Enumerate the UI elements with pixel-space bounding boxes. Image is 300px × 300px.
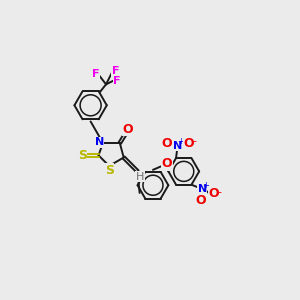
Text: -: - [193,136,196,146]
Text: O: O [184,137,194,150]
Text: -: - [217,188,221,197]
Text: O: O [195,194,206,207]
Text: F: F [112,66,119,76]
Text: O: O [208,188,219,200]
Text: +: + [202,181,209,190]
Text: +: + [177,137,184,146]
Text: F: F [92,69,99,79]
Text: N: N [94,137,104,147]
Text: O: O [122,123,133,136]
Text: O: O [161,137,172,150]
Text: O: O [161,157,172,170]
Text: N: N [198,184,207,194]
Text: S: S [105,164,114,177]
Text: F: F [113,76,121,85]
Text: S: S [78,149,87,162]
Text: H: H [136,172,144,182]
Text: N: N [173,141,182,151]
